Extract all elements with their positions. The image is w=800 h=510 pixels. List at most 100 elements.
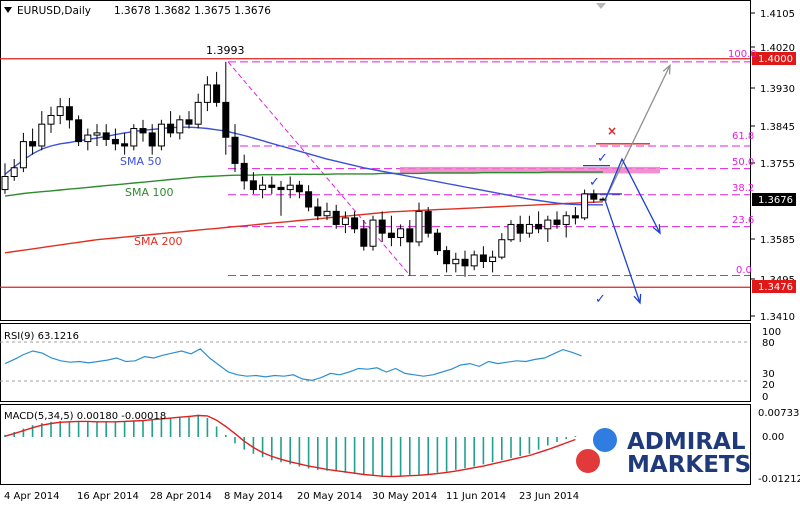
sma100-line [4,171,603,197]
ohlc-label: 1.3678 1.3682 1.3675 1.3676 [114,5,271,17]
shift-marker-icon[interactable] [596,3,606,9]
candle-body [461,258,469,267]
candle-body [75,119,83,143]
candle-body [525,223,533,234]
candle-body [433,232,441,252]
rsi-tick: 30 [762,369,775,380]
candle-body [479,254,487,263]
peak-price-label: 1.3993 [206,44,245,57]
candle-body [286,184,294,191]
fib-label-50: 50.0 [732,157,754,168]
horizontal-levels [0,58,750,288]
candle-body [562,215,570,225]
candle-body [1,175,9,191]
candle-body [590,193,598,200]
price-tick: 1.4105 [760,9,795,20]
fib-label-61: 61.8 [732,131,754,142]
rsi-tick: 80 [762,338,775,349]
macd-panel-frame [0,404,751,485]
candle-body [406,228,414,243]
candle-body [599,198,607,201]
candle-body [56,106,64,116]
fib-trend-line [227,61,411,276]
price-tick: 1.3930 [760,84,795,95]
candle-body [130,128,138,147]
current-price-tag [752,193,796,206]
candle-body [111,138,119,145]
symbol-label: EURUSD,Daily [17,5,91,17]
candle-body [470,254,478,267]
date-tick: 4 Apr 2014 [4,491,59,502]
sma200-label: SMA 200 [134,235,183,248]
macd-tick: 0.00733 [758,408,799,419]
candle-body [277,186,285,191]
candle-body [314,206,322,217]
price-tick: 1.3585 [760,235,795,246]
rsi-tick: 100 [762,327,781,338]
admiral-markets-logo: ADMIRAL MARKETS [576,428,751,478]
current-price-tag-text: 1.3676 [758,195,793,206]
check-icon: ✓ [595,292,606,307]
date-tick: 16 Apr 2014 [77,491,139,502]
candle-body [415,210,423,243]
candle-body [121,143,129,147]
dropdown-triangle-icon[interactable] [4,7,12,13]
candle-body [102,132,110,140]
candle-body [378,219,386,234]
candle-body [157,123,165,147]
logo-text-line2: MARKETS [627,452,751,478]
candle-body [203,84,211,103]
projection-arrow-down [604,199,641,304]
rsi-line [4,348,582,382]
candle-body [516,223,524,234]
fib-50-band [400,166,660,174]
projection-arrow-pullback [604,157,661,234]
candle-body [397,228,405,239]
candle-body [194,101,202,125]
candle-body [295,184,303,193]
rsi-panel-frame [0,323,751,402]
rsi-tick: 20 [762,380,775,391]
candle-body [84,134,92,143]
check-icon: ✓ [597,151,608,166]
candle-body [185,119,193,125]
date-tick: 20 May 2014 [297,491,362,502]
candle-body [167,123,175,134]
support-price-tag [752,280,796,293]
candle-body [259,184,267,191]
macd-indicator [4,414,577,478]
sma100-label: SMA 100 [125,186,174,199]
support-price-tag-text: 1.3476 [758,282,793,293]
fib-label-100: 100.0 [728,49,757,60]
candle-body [443,250,451,265]
candle-body [268,184,276,188]
candle-body [351,217,359,230]
rsi-indicator [4,348,582,382]
candle-body [332,210,340,225]
rsi-tick: 0 [762,392,768,403]
resistance-price-tag [752,52,796,65]
date-tick: 23 Jun 2014 [519,491,579,502]
price-tick: 1.3755 [760,159,795,170]
date-tick: 28 Apr 2014 [150,491,212,502]
date-tick: 30 May 2014 [372,491,437,502]
date-tick: 11 Jun 2014 [446,491,506,502]
candle-body [323,210,331,217]
candle-body [360,228,368,247]
fib-label-23: 23.6 [732,215,754,226]
candle-body [176,119,184,134]
price-tick: 1.3845 [760,122,795,133]
logo-text-line1: ADMIRAL [627,429,746,455]
candle-body [553,219,561,225]
price-tick: 1.3410 [760,312,795,323]
rsi-title: RSI(9) 63.1216 [4,331,79,342]
candle-body [148,132,156,147]
candle-body [424,210,432,234]
resistance-price-tag-text: 1.4000 [758,54,793,65]
sma50-label: SMA 50 [120,155,162,168]
candle-body [581,193,589,219]
candle-body [249,180,257,191]
candle-body [535,223,543,230]
